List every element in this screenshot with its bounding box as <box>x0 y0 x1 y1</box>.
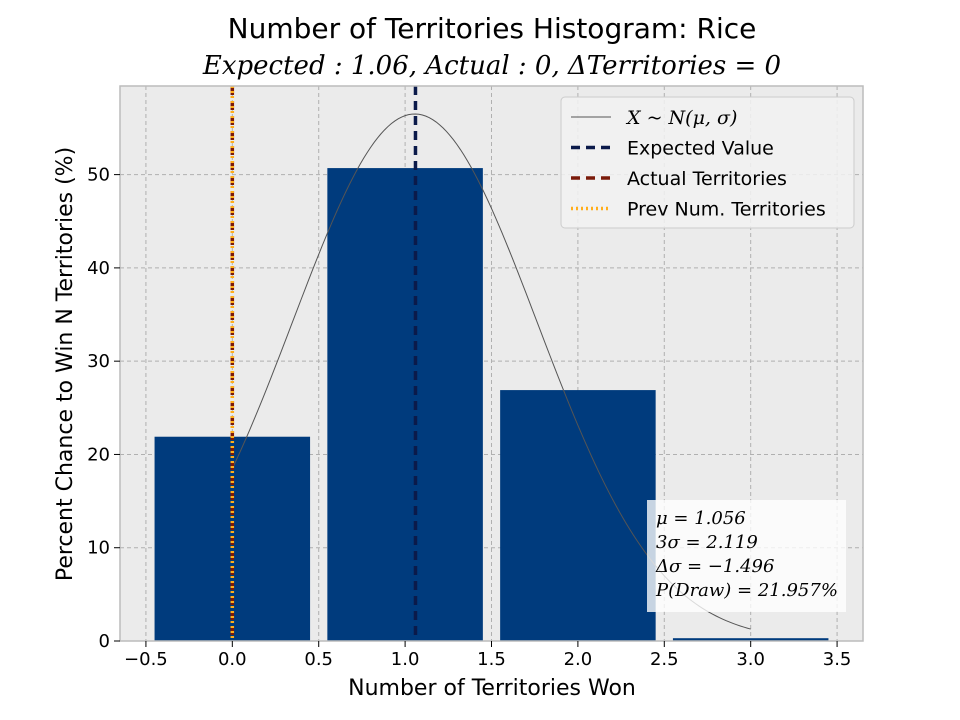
x-tick-label: −0.5 <box>124 649 168 670</box>
legend-label: X ~ N(μ, σ) <box>625 107 737 129</box>
stats-line: Δσ = −1.496 <box>655 556 774 577</box>
bars-group <box>154 168 829 641</box>
bar <box>327 168 483 641</box>
y-tick-label: 0 <box>99 631 110 652</box>
y-tick-label: 20 <box>87 444 110 465</box>
x-tick-label: 3.0 <box>736 649 765 670</box>
legend: X ~ N(μ, σ) Expected Value Actual Territor… <box>560 96 855 229</box>
y-tick-label: 50 <box>87 165 110 186</box>
x-tick-label: 3.5 <box>823 649 852 670</box>
y-axis-ticks: 0 10 20 30 40 50 <box>87 165 120 652</box>
stats-line: μ = 1.056 <box>656 508 746 529</box>
x-tick-label: 2.0 <box>564 649 593 670</box>
stats-box-background <box>647 500 846 612</box>
legend-label: Prev Num. Territories <box>627 199 826 221</box>
y-axis-label: Percent Chance to Win N Territories (%) <box>53 147 78 581</box>
stats-line: P(Draw) = 21.957% <box>655 580 838 601</box>
stats-line: 3σ = 2.119 <box>656 532 758 553</box>
legend-label: Actual Territories <box>627 168 787 190</box>
bar <box>500 390 656 641</box>
x-tick-label: 1.0 <box>391 649 420 670</box>
x-tick-label: 0.5 <box>304 649 333 670</box>
stats-box: μ = 1.056 3σ = 2.119 Δσ = −1.496 P(Draw) = … <box>647 500 846 612</box>
x-tick-label: 1.5 <box>477 649 506 670</box>
y-tick-label: 30 <box>87 351 110 372</box>
y-tick-label: 40 <box>87 258 110 279</box>
chart-subtitle: Expected : 1.06, Actual : 0, ΔTerritorie… <box>202 51 781 81</box>
legend-box <box>560 96 855 229</box>
x-axis-ticks: −0.5 0.0 0.5 1.0 1.5 2.0 2.5 3.0 3.5 <box>124 641 851 670</box>
legend-label: Expected Value <box>627 138 774 160</box>
x-axis-label: Number of Territories Won <box>348 676 636 701</box>
x-tick-label: 2.5 <box>650 649 679 670</box>
bar <box>672 638 829 641</box>
reference-lines <box>230 86 418 641</box>
x-tick-label: 0.0 <box>218 649 247 670</box>
y-tick-label: 10 <box>87 538 110 559</box>
chart-title: Number of Territories Histogram: Rice <box>228 12 757 45</box>
